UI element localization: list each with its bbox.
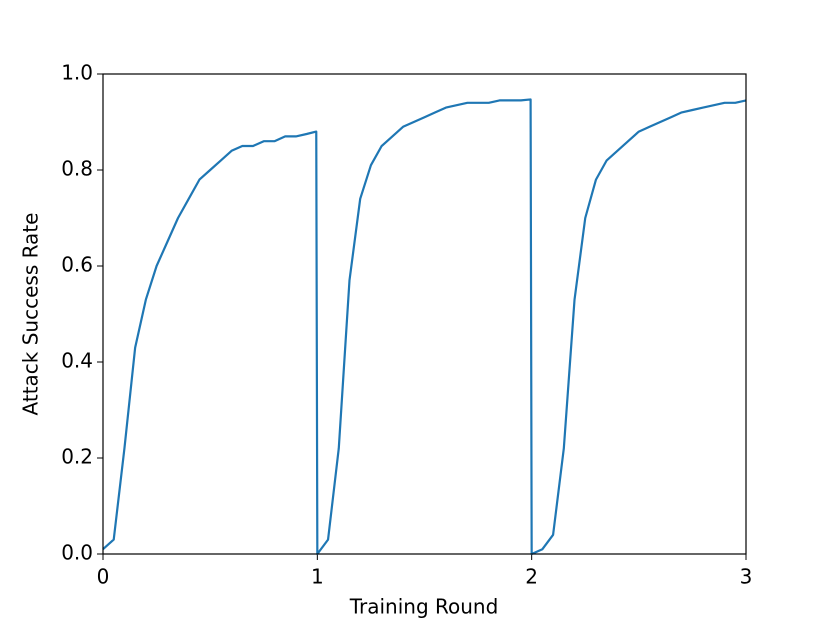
x-tick-label: 1 [311, 565, 324, 589]
x-tick-label: 3 [740, 565, 753, 589]
y-tick-label: 0.8 [61, 157, 93, 181]
data-line [102, 98, 747, 556]
x-tick-label: 2 [525, 565, 538, 589]
y-tick-label: 0.2 [61, 445, 93, 469]
x-tick-label: 0 [97, 565, 110, 589]
plot-frame [102, 73, 747, 555]
y-tick-label: 1.0 [61, 61, 93, 85]
y-axis-label: Attack Success Rate [19, 213, 43, 416]
x-axis-label: Training Round [349, 595, 499, 619]
y-tick-label: 0.6 [61, 253, 93, 277]
y-tick-label: 0.4 [61, 349, 93, 373]
y-tick-label: 0.0 [61, 541, 93, 565]
